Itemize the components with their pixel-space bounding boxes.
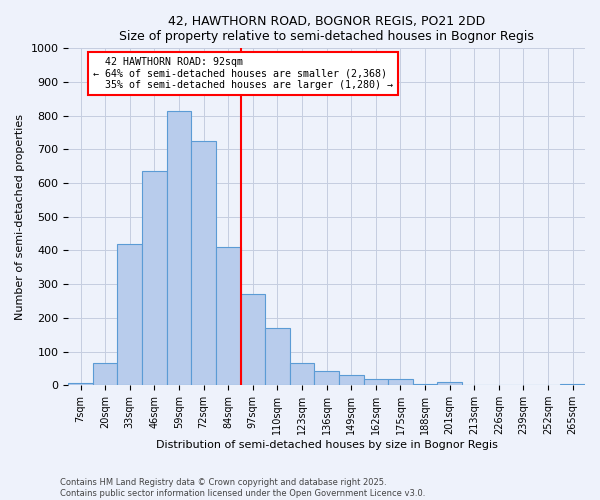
Title: 42, HAWTHORN ROAD, BOGNOR REGIS, PO21 2DD
Size of property relative to semi-deta: 42, HAWTHORN ROAD, BOGNOR REGIS, PO21 2D… — [119, 15, 534, 43]
Bar — [142, 172, 167, 385]
Bar — [265, 328, 290, 385]
Bar — [68, 383, 93, 385]
Bar — [216, 247, 241, 385]
Y-axis label: Number of semi-detached properties: Number of semi-detached properties — [15, 114, 25, 320]
Text: Contains HM Land Registry data © Crown copyright and database right 2025.
Contai: Contains HM Land Registry data © Crown c… — [60, 478, 425, 498]
Bar — [290, 364, 314, 385]
Bar — [314, 371, 339, 385]
Bar — [560, 384, 585, 385]
Bar — [191, 141, 216, 385]
Bar — [388, 380, 413, 385]
Bar — [118, 244, 142, 385]
X-axis label: Distribution of semi-detached houses by size in Bognor Regis: Distribution of semi-detached houses by … — [156, 440, 497, 450]
Bar — [241, 294, 265, 385]
Bar — [437, 382, 462, 385]
Bar — [339, 375, 364, 385]
Bar — [93, 364, 118, 385]
Bar — [364, 380, 388, 385]
Bar — [167, 110, 191, 385]
Text: 42 HAWTHORN ROAD: 92sqm
← 64% of semi-detached houses are smaller (2,368)
  35% : 42 HAWTHORN ROAD: 92sqm ← 64% of semi-de… — [93, 57, 393, 90]
Bar — [413, 384, 437, 385]
